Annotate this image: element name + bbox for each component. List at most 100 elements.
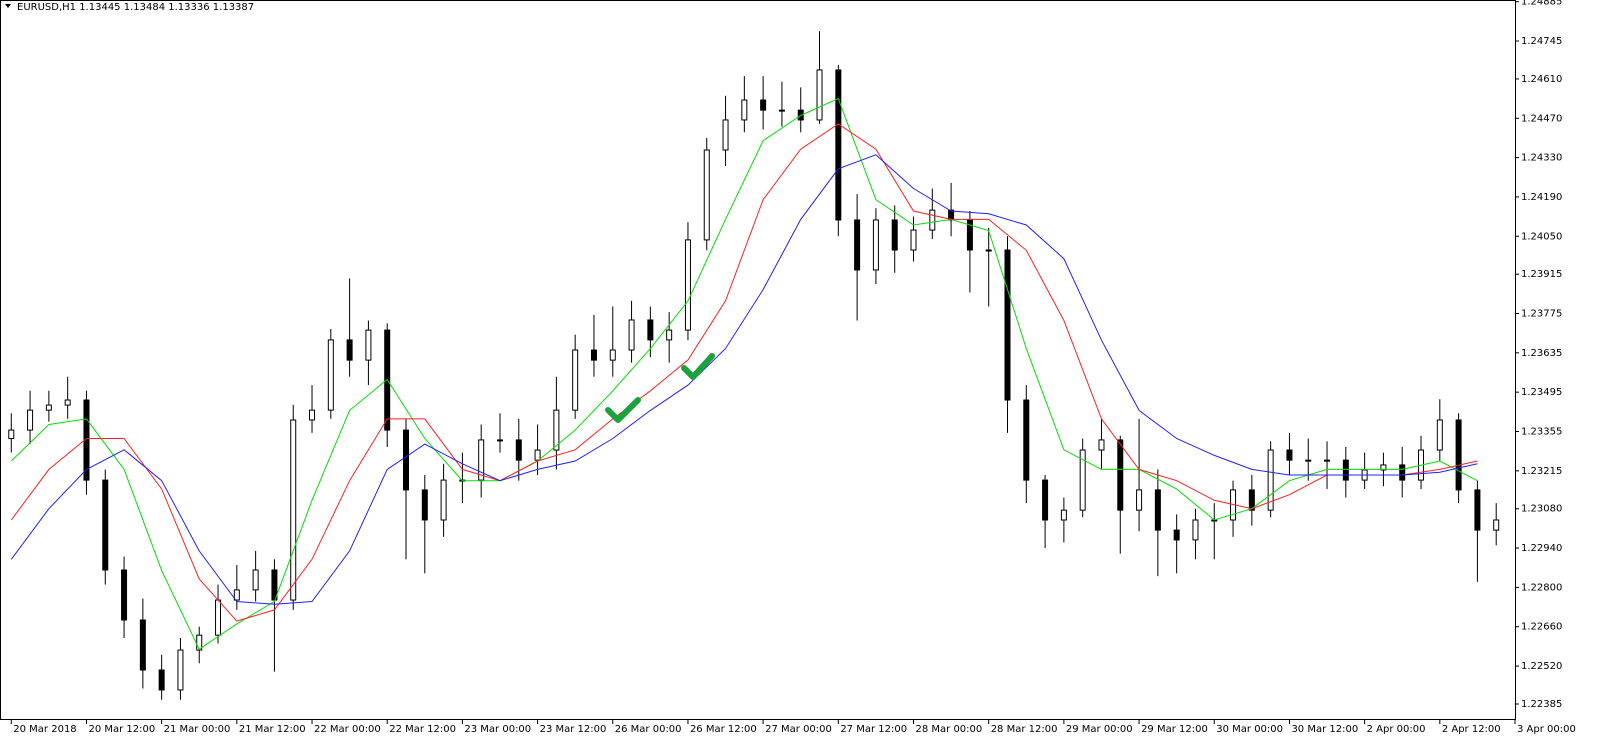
- y-tick-label: 1.23080: [1521, 504, 1562, 515]
- candle-body: [966, 219, 973, 251]
- candle-body: [346, 339, 353, 361]
- y-tick-label: 1.23635: [1521, 348, 1562, 359]
- y-tick-label: 1.23215: [1521, 466, 1562, 477]
- x-tick-label: 29 Mar 12:00: [1141, 724, 1208, 735]
- candle-body: [158, 669, 165, 691]
- candle-body: [45, 404, 52, 411]
- x-tick-label: 23 Mar 00:00: [464, 724, 531, 735]
- candle-body: [891, 219, 898, 251]
- x-tick-label: 27 Mar 12:00: [840, 724, 907, 735]
- menu-arrow[interactable]: [5, 4, 11, 8]
- x-tick-label: 21 Mar 12:00: [239, 724, 306, 735]
- y-tick-label: 1.23355: [1521, 426, 1562, 437]
- candle-body: [1154, 489, 1161, 531]
- candle-body: [553, 409, 560, 451]
- candle-body: [1192, 519, 1199, 541]
- x-tick-label: 29 Mar 00:00: [1066, 724, 1133, 735]
- candle-body: [778, 109, 785, 112]
- x-tick-label: 28 Mar 12:00: [991, 724, 1058, 735]
- candle-body: [1324, 459, 1331, 462]
- candle-body: [628, 319, 635, 351]
- candle-body: [1173, 529, 1180, 541]
- candle-body: [496, 439, 503, 442]
- chart-title: EURUSD,H1 1.13445 1.13484 1.13336 1.1338…: [17, 2, 254, 13]
- y-tick-label: 1.24050: [1521, 231, 1562, 242]
- check-mark: [605, 353, 715, 423]
- candle-body: [1267, 449, 1274, 511]
- candle-body: [515, 439, 522, 461]
- y-tick-label: 1.24745: [1521, 36, 1562, 47]
- x-tick-label: 2 Apr 00:00: [1367, 724, 1426, 735]
- x-tick-label: 22 Mar 12:00: [389, 724, 456, 735]
- y-tick-label: 1.22800: [1521, 582, 1562, 593]
- candle-body: [835, 69, 842, 221]
- candle-body: [1305, 459, 1312, 462]
- candle-body: [985, 249, 992, 252]
- candle-body: [590, 349, 597, 361]
- candle-body: [1474, 489, 1481, 531]
- candle-body: [478, 439, 485, 481]
- x-tick-label: 2 Apr 12:00: [1442, 724, 1501, 735]
- candle-body: [177, 649, 184, 691]
- candle-body: [1493, 519, 1500, 531]
- candle-body: [647, 319, 654, 341]
- y-tick-label: 1.23495: [1521, 387, 1562, 398]
- x-tick-label: 30 Mar 00:00: [1216, 724, 1283, 735]
- x-tick-label: 21 Mar 00:00: [164, 724, 231, 735]
- candle-body: [196, 634, 203, 651]
- moving-average: [10, 123, 1478, 622]
- y-tick-label: 1.23775: [1521, 309, 1562, 320]
- candle-body: [421, 489, 428, 521]
- candle-body: [215, 599, 222, 636]
- candle-body: [1023, 399, 1030, 481]
- candle-body: [1079, 449, 1086, 511]
- y-tick-label: 1.22660: [1521, 622, 1562, 633]
- candle-body: [121, 569, 128, 621]
- y-tick-label: 1.23915: [1521, 269, 1562, 280]
- plot-frame: [0, 0, 1516, 720]
- candle-body: [1380, 464, 1387, 471]
- candle-body: [572, 349, 579, 411]
- x-tick-label: 30 Mar 12:00: [1291, 724, 1358, 735]
- x-tick-label: 3 Apr 00:00: [1517, 724, 1576, 735]
- x-tick-label: 26 Mar 00:00: [615, 724, 682, 735]
- candle-body: [290, 419, 297, 601]
- candle-body: [252, 569, 259, 591]
- candle-body: [910, 229, 917, 251]
- y-tick-label: 1.22520: [1521, 661, 1562, 672]
- candle-body: [1136, 489, 1143, 511]
- y-tick-label: 1.24330: [1521, 153, 1562, 164]
- candle-body: [760, 99, 767, 111]
- candle-body: [1117, 439, 1124, 511]
- candle-body: [309, 409, 316, 421]
- candle-body: [816, 69, 823, 121]
- candle-body: [684, 239, 691, 331]
- x-tick-label: 28 Mar 00:00: [916, 724, 983, 735]
- x-tick-label: 22 Mar 00:00: [314, 724, 381, 735]
- candle-body: [139, 619, 146, 671]
- candle-body: [233, 589, 240, 601]
- candle-body: [609, 349, 616, 361]
- y-tick-label: 1.24885: [1521, 0, 1562, 8]
- candle-body: [1399, 464, 1406, 481]
- candle-body: [1342, 459, 1349, 481]
- candle-body: [703, 149, 710, 241]
- x-tick-label: 27 Mar 00:00: [765, 724, 832, 735]
- candle-body: [1060, 509, 1067, 521]
- candle-body: [854, 219, 861, 271]
- candle-body: [1436, 419, 1443, 451]
- candle-body: [666, 329, 673, 341]
- candle-body: [1004, 249, 1011, 401]
- candle-body: [872, 219, 879, 271]
- candle-body: [1455, 419, 1462, 491]
- candle-body: [1098, 439, 1105, 451]
- y-tick-label: 1.22385: [1521, 699, 1562, 710]
- candle-body: [102, 479, 109, 571]
- y-tick-label: 1.24190: [1521, 192, 1562, 203]
- candle-body: [64, 399, 71, 406]
- candle-body: [1286, 449, 1293, 461]
- candle-body: [1248, 489, 1255, 511]
- candle-body: [365, 329, 372, 361]
